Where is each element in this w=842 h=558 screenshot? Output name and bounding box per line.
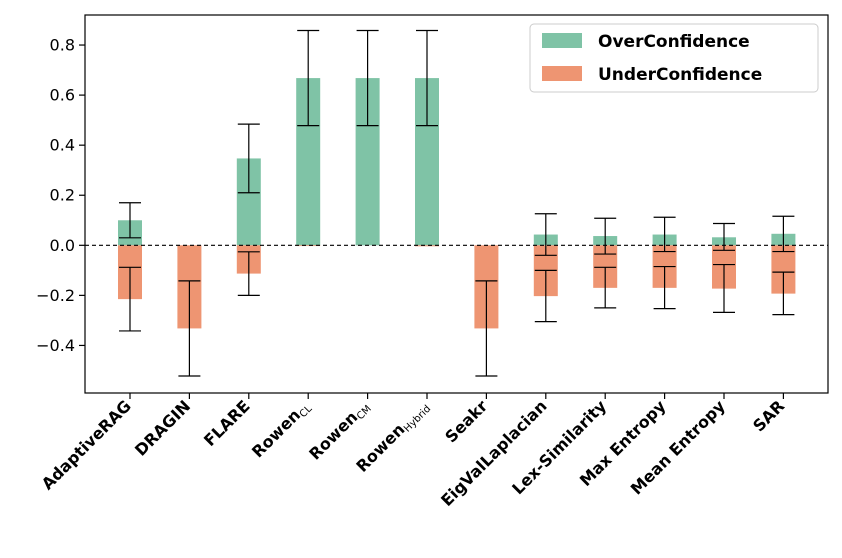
x-tick-label: EigValLaplacian — [437, 396, 551, 510]
bar-overconfidence-2 — [236, 158, 261, 246]
legend-swatch-underconfidence — [542, 66, 582, 81]
y-tick-label: −0.4 — [36, 336, 75, 355]
legend-label-overconfidence: OverConfidence — [598, 32, 750, 52]
x-tick-label: AdaptiveRAG — [38, 396, 135, 493]
y-tick-label: −0.2 — [36, 286, 75, 305]
bar-underconfidence-3 — [296, 245, 321, 247]
legend-swatch-overconfidence — [542, 33, 582, 48]
x-tick-label: DRAGIN — [131, 396, 194, 459]
x-tick-label: FLARE — [200, 396, 254, 450]
y-axis: −0.4 −0.2 0.0 0.2 0.4 0.6 0.8 — [36, 36, 85, 355]
bar-underconfidence-5 — [415, 245, 439, 247]
x-tick-label: RowenCL — [248, 396, 315, 463]
y-tick-label: 0.4 — [50, 136, 75, 155]
legend: OverConfidence UnderConfidence — [529, 23, 819, 93]
x-tick-label: Seakr — [441, 396, 491, 446]
y-tick-label: 0.0 — [50, 236, 75, 255]
legend-label-underconfidence: UnderConfidence — [598, 65, 762, 85]
legend-frame — [529, 23, 819, 93]
plot-frame — [84, 14, 829, 394]
y-tick-label: 0.6 — [50, 86, 75, 105]
bars-layer — [118, 78, 796, 329]
y-tick-label: 0.8 — [50, 36, 75, 55]
error-bars-layer — [119, 29, 795, 377]
x-tick-label: SAR — [749, 396, 788, 435]
y-tick-label: 0.2 — [50, 186, 75, 205]
